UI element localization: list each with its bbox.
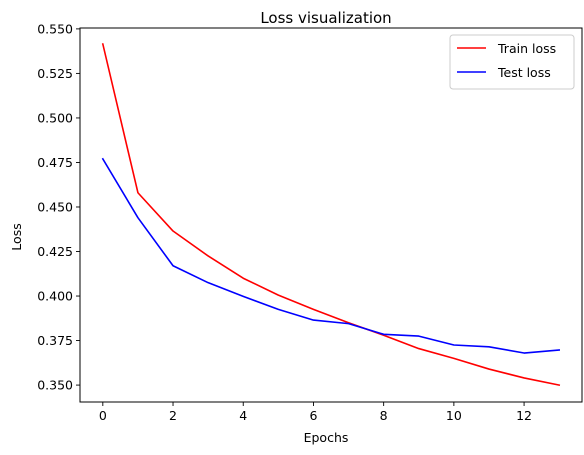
x-tick-label: 8 bbox=[380, 408, 388, 423]
y-tick-label: 0.500 bbox=[37, 110, 73, 125]
plot-frame bbox=[79, 27, 583, 403]
y-tick-label: 0.350 bbox=[37, 378, 73, 393]
y-tick-label: 0.375 bbox=[37, 333, 73, 348]
x-tick-label: 2 bbox=[169, 408, 177, 423]
series-line-train-loss bbox=[101, 43, 561, 387]
y-tick-label: 0.400 bbox=[37, 289, 73, 304]
y-axis-ticks: 0.350 0.375 0.400 0.425 0.450 0.475 0.500 0.525… bbox=[37, 21, 80, 393]
plot-lines bbox=[101, 43, 561, 387]
chart-title: Loss visualization bbox=[260, 9, 391, 27]
y-tick-label: 0.550 bbox=[37, 21, 73, 36]
y-tick-label: 0.450 bbox=[37, 199, 73, 214]
x-tick-label: 10 bbox=[446, 408, 462, 423]
y-tick-label: 0.425 bbox=[37, 244, 73, 259]
x-tick-label: 4 bbox=[239, 408, 247, 423]
x-tick-label: 12 bbox=[516, 408, 532, 423]
series-line-test-loss bbox=[101, 157, 561, 354]
x-tick-label: 0 bbox=[99, 408, 107, 423]
y-axis-label: Loss bbox=[9, 223, 24, 250]
legend-label-test: Test loss bbox=[497, 65, 551, 80]
y-tick-label: 0.525 bbox=[37, 66, 73, 81]
x-tick-label: 6 bbox=[309, 408, 317, 423]
legend: Train loss Test loss bbox=[449, 34, 575, 90]
legend-label-train: Train loss bbox=[497, 41, 556, 56]
x-axis-label: Epochs bbox=[304, 430, 349, 445]
x-axis-ticks: 0 2 4 6 8 10 12 bbox=[99, 402, 532, 423]
y-tick-label: 0.475 bbox=[37, 155, 73, 170]
